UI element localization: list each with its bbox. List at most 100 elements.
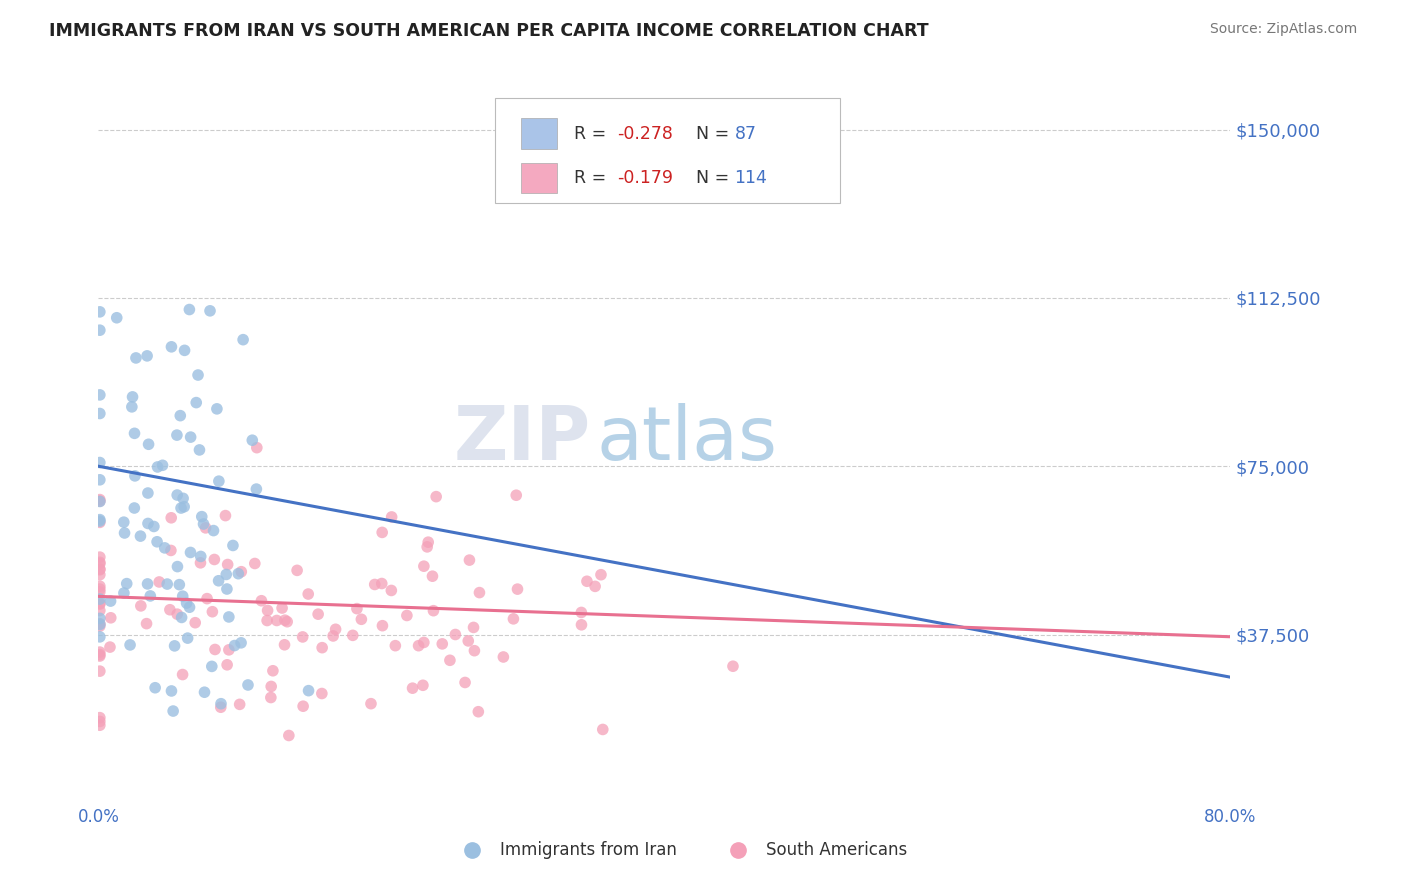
Point xyxy=(89,456,111,470)
Point xyxy=(179,545,201,559)
Point xyxy=(346,601,368,615)
Point xyxy=(89,596,111,610)
Point xyxy=(89,664,111,678)
Point xyxy=(139,589,162,603)
Point xyxy=(422,604,444,618)
Point xyxy=(173,500,195,514)
Point xyxy=(89,407,111,421)
Point xyxy=(89,592,111,607)
Point xyxy=(121,400,143,414)
Point xyxy=(176,596,198,610)
Point xyxy=(186,395,208,409)
Point xyxy=(159,603,181,617)
Point xyxy=(172,491,194,506)
Point xyxy=(569,606,592,620)
Point xyxy=(160,510,183,524)
Point xyxy=(89,562,111,576)
Text: Source: ZipAtlas.com: Source: ZipAtlas.com xyxy=(1209,22,1357,37)
Point xyxy=(89,514,111,528)
Point xyxy=(135,616,157,631)
Point xyxy=(120,638,142,652)
Text: R =: R = xyxy=(574,169,612,186)
Point xyxy=(160,684,183,698)
Point xyxy=(204,642,226,657)
Point xyxy=(292,699,315,714)
Point xyxy=(89,473,111,487)
Point xyxy=(184,615,207,630)
Point xyxy=(457,634,479,648)
Point xyxy=(226,566,249,581)
Text: IMMIGRANTS FROM IRAN VS SOUTH AMERICAN PER CAPITA INCOME CORRELATION CHART: IMMIGRANTS FROM IRAN VS SOUTH AMERICAN P… xyxy=(49,22,929,40)
Point xyxy=(205,401,228,416)
Point xyxy=(297,683,319,698)
Point xyxy=(163,639,186,653)
Point xyxy=(152,458,174,473)
Point xyxy=(148,574,170,589)
Point xyxy=(173,343,195,358)
Point xyxy=(467,705,489,719)
Point xyxy=(89,305,111,319)
Text: -0.278: -0.278 xyxy=(617,125,672,143)
Point xyxy=(260,690,283,705)
Point xyxy=(89,494,111,508)
Point xyxy=(180,430,202,444)
Point xyxy=(89,648,111,662)
Point xyxy=(571,617,593,632)
Point xyxy=(209,697,232,711)
Point xyxy=(215,567,238,582)
Point xyxy=(89,513,111,527)
Point xyxy=(245,482,267,496)
Point xyxy=(166,559,188,574)
Text: atlas: atlas xyxy=(596,403,778,475)
Point xyxy=(170,501,193,516)
Point xyxy=(124,426,146,441)
Point xyxy=(176,631,198,645)
Point xyxy=(384,639,406,653)
Point xyxy=(502,612,524,626)
Point xyxy=(444,627,467,641)
Point xyxy=(89,597,111,611)
Point xyxy=(129,529,152,543)
Point xyxy=(169,409,191,423)
Point xyxy=(297,587,319,601)
Point xyxy=(458,553,481,567)
Point xyxy=(416,540,439,554)
Point xyxy=(266,614,288,628)
Text: 114: 114 xyxy=(734,169,768,186)
Point xyxy=(124,469,146,483)
Point xyxy=(208,474,231,488)
Point xyxy=(179,600,201,615)
Point xyxy=(201,605,224,619)
Point xyxy=(89,718,111,732)
Point xyxy=(89,579,111,593)
Point xyxy=(250,593,273,607)
Point xyxy=(191,509,214,524)
FancyBboxPatch shape xyxy=(520,162,557,193)
Point xyxy=(100,611,122,625)
Point xyxy=(583,579,606,593)
Point xyxy=(172,589,194,603)
Point xyxy=(276,615,298,629)
Point xyxy=(408,639,430,653)
Point xyxy=(412,678,434,692)
Point xyxy=(136,486,159,500)
Point xyxy=(89,563,111,577)
Point xyxy=(89,648,111,663)
Point xyxy=(89,585,111,599)
Point xyxy=(179,302,201,317)
Point xyxy=(100,594,122,608)
Point xyxy=(342,628,364,642)
Point xyxy=(274,613,297,627)
Point xyxy=(194,521,217,535)
Point xyxy=(468,585,491,599)
Point xyxy=(463,620,485,634)
Point xyxy=(114,526,136,541)
Text: R =: R = xyxy=(574,125,612,143)
Point xyxy=(89,323,111,337)
Point xyxy=(201,659,224,673)
Point xyxy=(575,574,598,589)
Point xyxy=(198,303,221,318)
Point xyxy=(89,619,111,633)
Point xyxy=(166,428,188,442)
Point xyxy=(172,667,194,681)
